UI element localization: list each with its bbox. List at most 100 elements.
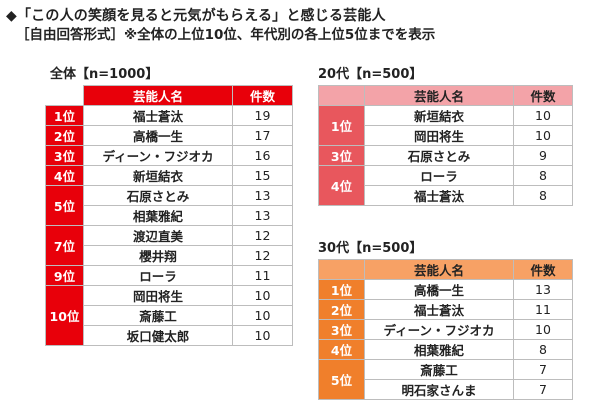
count-cell: 10	[232, 305, 293, 326]
table-row: 2位 福士蒼汰 11	[318, 299, 573, 320]
rank-cell: 1位	[318, 105, 365, 146]
header-count: 件数	[513, 259, 573, 280]
rank-cell: 2位	[45, 125, 84, 146]
table-row: 5位 斎藤工 7	[318, 359, 573, 400]
table-row: 4位 新垣結衣 15	[45, 165, 293, 186]
chart-subtitle: ［自由回答形式］※全体の上位10位、年代別の各上位5位までを表示	[16, 27, 436, 43]
celebrity-name-cell: 新垣結衣	[83, 165, 233, 186]
table-row: 7位 渡辺直美 12	[45, 225, 293, 266]
count-cell: 10	[513, 319, 573, 340]
rank-cell: 2位	[318, 299, 365, 320]
rank-cell: 5位	[45, 185, 84, 226]
rank-cell: 3位	[318, 145, 365, 166]
count-cell: 10	[232, 285, 293, 306]
count-cell: 13	[232, 185, 293, 206]
celebrity-name-cell: 高橋一生	[83, 125, 233, 146]
celebrity-name-cell: 石原さとみ	[364, 145, 514, 166]
celebrity-name-cell: 櫻井翔	[83, 245, 233, 266]
ranking-table-30s: 芸能人名 件数 1位 高橋一生 13 2位 福士蒼汰 11 3位 ディーン・フジオカ 10 4位相…	[318, 259, 573, 400]
section-label-overall: 全体【n=1000】	[50, 67, 159, 82]
table-row: 4位 相葉雅紀 8	[318, 339, 573, 360]
count-cell: 10	[513, 105, 573, 126]
celebrity-name-cell: 新垣結衣	[364, 105, 514, 126]
celebrity-name-cell: 明石家さんま	[364, 379, 514, 400]
ranking-table-body-30s: 1位 高橋一生 13 2位 福士蒼汰 11 3位 ディーン・フジオカ 10 4位 相葉雅紀 8 5位 斎藤…	[318, 279, 573, 400]
count-cell: 7	[513, 379, 573, 400]
count-cell: 8	[513, 165, 573, 186]
table-row: 4位 ローラ 8	[318, 165, 573, 206]
header-name: 芸能人名	[364, 259, 514, 280]
table-row: 3位 ディーン・フジオカ 10	[318, 319, 573, 340]
celebrity-name-cell: 相葉雅紀	[83, 205, 233, 226]
rank-cell: 1位	[318, 279, 365, 300]
count-cell: 10	[513, 125, 573, 146]
table-row: 坂口健太郎 10	[46, 325, 293, 346]
celebrity-name-cell: ローラ	[364, 165, 514, 186]
rank-cell: 4位	[45, 165, 84, 186]
section-label-20s: 20代【n=500】	[318, 67, 423, 82]
rank-cell: 7位	[45, 225, 84, 266]
celebrity-name-cell: ローラ	[83, 265, 233, 286]
table-row: 明石家さんま 7	[319, 379, 573, 400]
table-row: 1位 新垣結衣 10	[318, 105, 573, 146]
count-cell: 12	[232, 225, 293, 246]
celebrity-name-cell: 福士蒼汰	[364, 299, 514, 320]
celebrity-name-cell: 石原さとみ	[83, 185, 233, 206]
table-row: 3位 石原さとみ 9	[318, 145, 573, 166]
rank-cell: 9位	[45, 265, 84, 286]
rank-cell: 4位	[318, 165, 365, 206]
celebrity-name-cell: 渡辺直美	[83, 225, 233, 246]
celebrity-name-cell: 坂口健太郎	[83, 325, 233, 346]
table-row: 櫻井翔 12	[46, 245, 293, 266]
count-cell: 17	[232, 125, 293, 146]
count-cell: 8	[513, 339, 573, 360]
table-row: 1位 高橋一生 13	[318, 279, 573, 300]
rank-cell: 3位	[45, 145, 84, 166]
celebrity-name-cell: 斎藤工	[83, 305, 233, 326]
table-row: 10位 岡田将生 10	[45, 285, 293, 346]
ranking-table-overall: 芸能人名 件数 1位 福士蒼汰 19 2位 高橋一生 17 3位 ディーン・フジオカ 16 4位新…	[45, 85, 293, 346]
table-row: 2位 高橋一生 17	[45, 125, 293, 146]
table-row: 福士蒼汰 8	[319, 185, 573, 206]
rank-cell: 10位	[45, 285, 84, 346]
table-row: 相葉雅紀 13	[46, 205, 293, 226]
header-blank-cell	[45, 85, 84, 106]
celebrity-name-cell: 相葉雅紀	[364, 339, 514, 360]
header-count: 件数	[232, 85, 293, 106]
count-cell: 9	[513, 145, 573, 166]
celebrity-name-cell: 岡田将生	[364, 125, 514, 146]
header-blank-cell	[318, 259, 365, 280]
count-cell: 16	[232, 145, 293, 166]
count-cell: 19	[232, 105, 293, 126]
table-row: 5位 石原さとみ 13	[45, 185, 293, 226]
celebrity-name-cell: 斎藤工	[364, 359, 514, 380]
celebrity-name-cell: ディーン・フジオカ	[364, 319, 514, 340]
celebrity-name-cell: 岡田将生	[83, 285, 233, 306]
rank-cell: 3位	[318, 319, 365, 340]
count-cell: 7	[513, 359, 573, 380]
header-count: 件数	[513, 85, 573, 106]
table-row: 斎藤工 10	[46, 305, 293, 326]
celebrity-name-cell: 福士蒼汰	[364, 185, 514, 206]
chart-title: ◆「この人の笑顔を見ると元気がもらえる」と感じる芸能人	[6, 8, 386, 24]
ranking-table-body-overall: 1位 福士蒼汰 19 2位 高橋一生 17 3位 ディーン・フジオカ 16 4位 新垣結衣 15 5位石…	[45, 105, 293, 346]
celebrity-name-cell: ディーン・フジオカ	[83, 145, 233, 166]
ranking-table-body-20s: 1位 新垣結衣 10 岡田将生 10 3位 石原さとみ 9 4位 ローラ 8 福士蒼汰 8	[318, 105, 573, 206]
table-row: 9位 ローラ 11	[45, 265, 293, 286]
rank-cell: 1位	[45, 105, 84, 126]
rank-cell: 4位	[318, 339, 365, 360]
section-label-30s: 30代【n=500】	[318, 241, 423, 256]
count-cell: 12	[232, 245, 293, 266]
celebrity-name-cell: 高橋一生	[364, 279, 514, 300]
count-cell: 10	[232, 325, 293, 346]
table-row: 1位 福士蒼汰 19	[45, 105, 293, 126]
table-row: 3位 ディーン・フジオカ 16	[45, 145, 293, 166]
celebrity-name-cell: 福士蒼汰	[83, 105, 233, 126]
rank-cell: 5位	[318, 359, 365, 400]
count-cell: 15	[232, 165, 293, 186]
header-blank-cell	[318, 85, 365, 106]
count-cell: 13	[232, 205, 293, 226]
count-cell: 11	[513, 299, 573, 320]
count-cell: 8	[513, 185, 573, 206]
ranking-table-20s: 芸能人名 件数 1位 新垣結衣 10 岡田将生 10 3位 石原さとみ 9 4位 ローラ 8 福士蒼汰…	[318, 85, 573, 206]
